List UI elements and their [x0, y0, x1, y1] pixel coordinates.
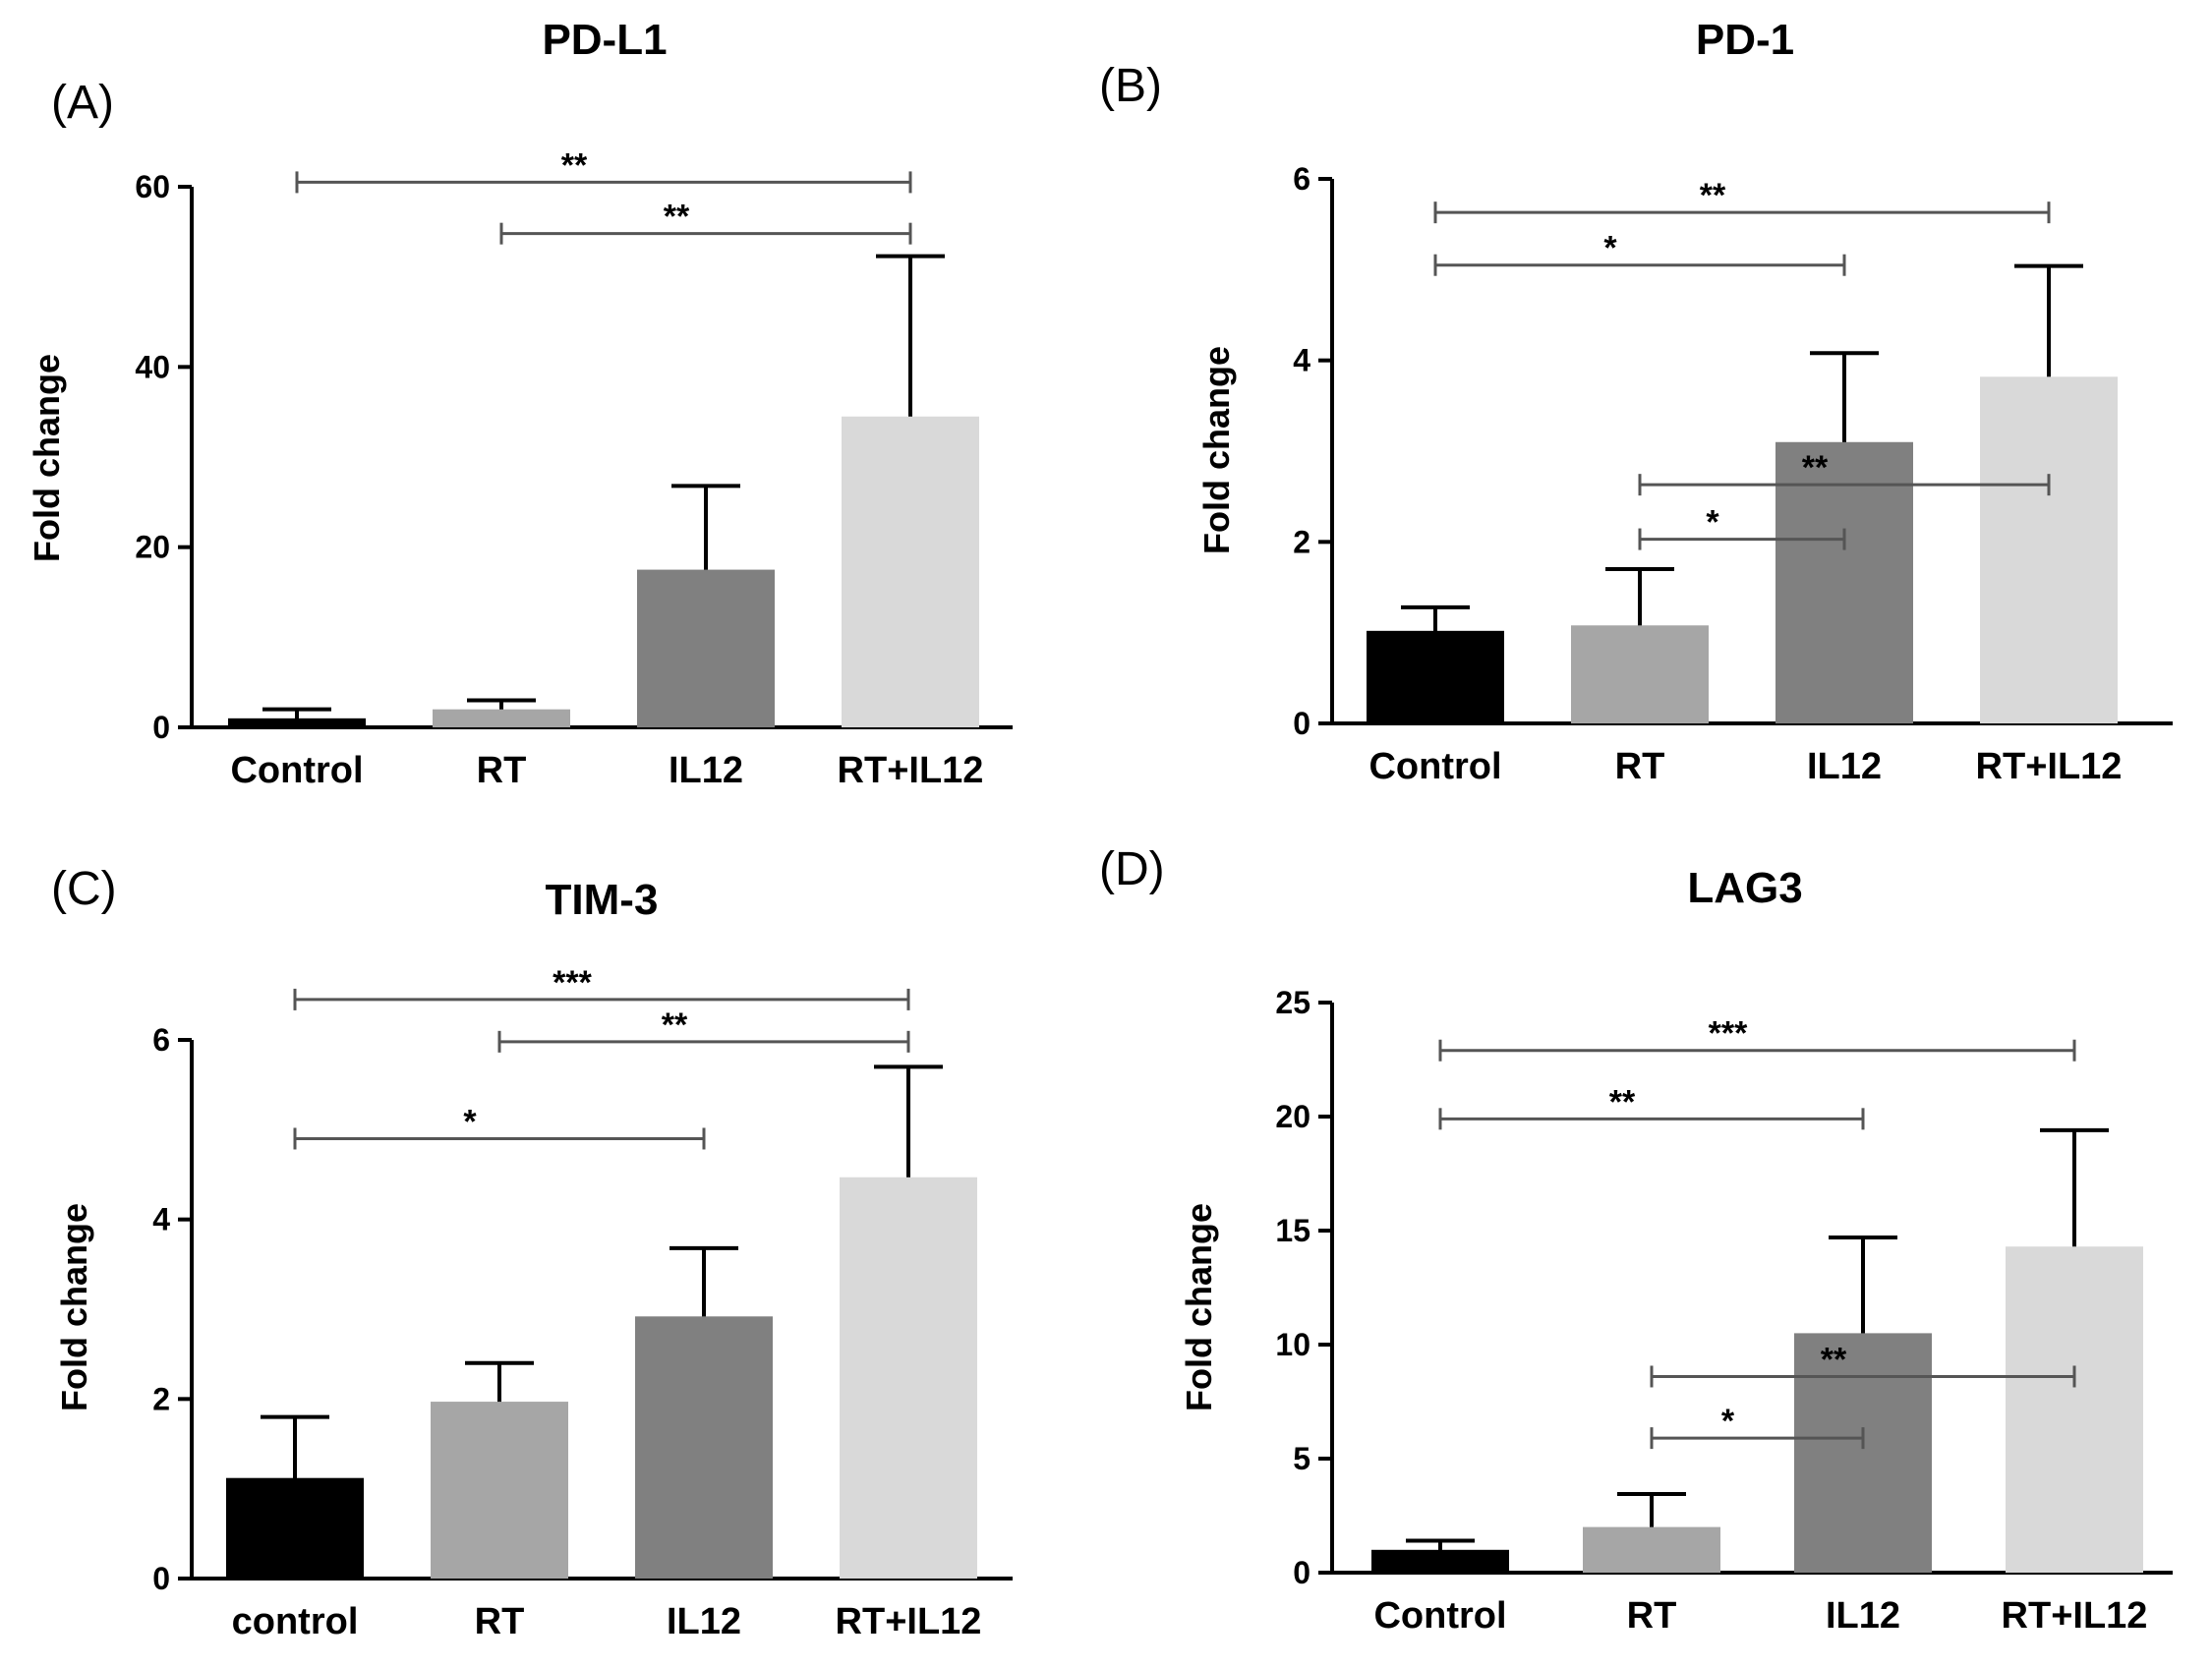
x-tick-label: RT: [1627, 1595, 1677, 1637]
y-tick-label: 40: [135, 349, 170, 384]
y-tick-label: 10: [1275, 1327, 1310, 1362]
x-tick-label: IL12: [1826, 1595, 1900, 1637]
bar: [228, 718, 366, 727]
panel-letter: (C): [51, 863, 117, 915]
x-tick-label: RT+IL12: [2002, 1595, 2148, 1637]
x-tick-label: IL12: [667, 1601, 741, 1642]
bar: [840, 1177, 977, 1579]
y-tick-label: 0: [1293, 1555, 1310, 1590]
bar: [1794, 1333, 1932, 1573]
significance-label: ***: [553, 964, 592, 1002]
panel-letter: (B): [1099, 60, 1162, 112]
bar: [1980, 376, 2118, 723]
y-tick-label: 6: [152, 1022, 170, 1058]
bar: [635, 1316, 773, 1579]
bar: [226, 1477, 364, 1579]
y-axis-label: Fold change: [1196, 346, 1237, 554]
bar: [431, 1402, 568, 1579]
bar: [1775, 441, 1913, 723]
chart-title: LAG3: [1687, 864, 1802, 912]
panel-letter: (A): [51, 77, 114, 129]
significance-label: *: [463, 1103, 477, 1140]
significance-label: *: [1721, 1403, 1735, 1440]
y-axis-label: Fold change: [54, 1203, 94, 1411]
y-tick-label: 0: [152, 710, 170, 745]
bar: [842, 416, 979, 727]
bar: [2006, 1246, 2143, 1573]
significance-label: **: [1700, 177, 1726, 214]
y-axis-label: Fold change: [1179, 1203, 1219, 1411]
x-tick-label: IL12: [669, 750, 743, 791]
x-tick-label: RT+IL12: [838, 750, 984, 791]
y-tick-label: 2: [152, 1381, 170, 1416]
y-tick-label: 5: [1293, 1441, 1310, 1476]
chart-title: PD-1: [1696, 16, 1794, 64]
bar: [1571, 625, 1709, 723]
x-tick-label: IL12: [1807, 746, 1882, 787]
x-tick-label: RT: [1615, 746, 1665, 787]
significance-label: **: [1609, 1083, 1636, 1121]
x-tick-label: RT+IL12: [1976, 746, 2123, 787]
y-axis-label: Fold change: [27, 354, 67, 562]
bar: [1367, 630, 1504, 723]
panel-letter: (D): [1099, 843, 1165, 895]
y-tick-label: 20: [135, 530, 170, 565]
significance-label: **: [662, 1006, 688, 1044]
significance-label: **: [1821, 1341, 1847, 1378]
y-tick-label: 20: [1275, 1099, 1310, 1134]
x-tick-label: Control: [1368, 746, 1501, 787]
y-tick-label: 15: [1275, 1213, 1310, 1248]
significance-label: **: [1802, 449, 1829, 487]
chart-title: PD-L1: [542, 16, 667, 64]
y-tick-label: 4: [152, 1202, 170, 1237]
significance-label: **: [561, 146, 588, 184]
significance-label: ***: [1709, 1015, 1748, 1053]
y-tick-label: 6: [1293, 161, 1310, 197]
panel-a: (A) PD-L1 Fold change 0 20 40 60 Control RT IL…: [27, 16, 1013, 791]
bar: [433, 709, 570, 727]
x-tick-label: Control: [230, 750, 363, 791]
bar: [1371, 1549, 1509, 1573]
chart-title: TIM-3: [546, 876, 659, 924]
x-tick-label: RT+IL12: [836, 1601, 982, 1642]
significance-label: **: [664, 199, 690, 236]
bar: [637, 569, 775, 727]
y-tick-label: 0: [1293, 706, 1310, 741]
panel-d: (D) LAG3 Fold change 0 5 10 15 20 25 Control RT…: [1099, 843, 2173, 1637]
x-tick-label: RT: [475, 1601, 525, 1642]
panel-b: (B) PD-1 Fold change 0 2 4 6 Control RT IL12 RT…: [1099, 16, 2173, 787]
x-tick-label: Control: [1373, 1595, 1506, 1637]
y-tick-label: 4: [1293, 343, 1310, 378]
x-tick-label: RT: [477, 750, 527, 791]
x-tick-label: control: [232, 1601, 359, 1642]
significance-label: *: [1706, 504, 1719, 542]
significance-label: *: [1603, 230, 1617, 267]
panel-c: (C) TIM-3 Fold change 0 2 4 6 control RT IL12 R…: [51, 863, 1013, 1642]
y-tick-label: 60: [135, 169, 170, 204]
y-tick-label: 2: [1293, 524, 1310, 559]
y-tick-label: 25: [1275, 985, 1310, 1020]
bar: [1583, 1526, 1720, 1573]
y-tick-label: 0: [152, 1561, 170, 1596]
